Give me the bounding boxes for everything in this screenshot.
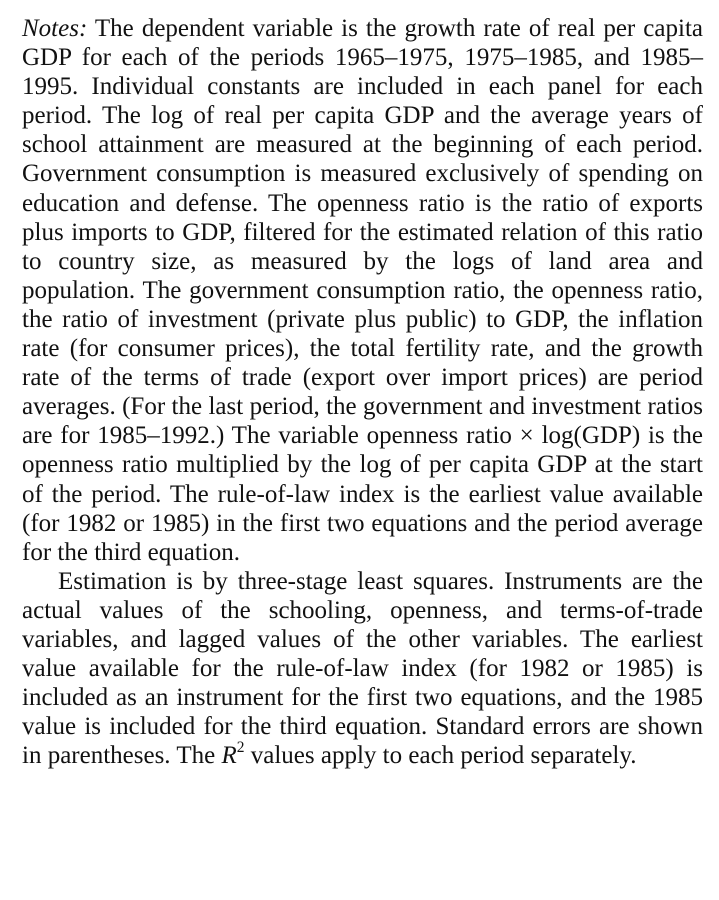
notes-lead: Notes: (22, 15, 88, 42)
notes-paragraph-1: Notes: The dependent variable is the gro… (22, 14, 703, 567)
notes-paragraph-2-text: Estimation is by three-stage least squar… (22, 567, 703, 770)
r-squared-symbol: R (221, 742, 237, 770)
r-squared-exponent: 2 (236, 739, 245, 757)
notes-paragraph-1-text: The dependent variable is the growth rat… (22, 15, 703, 566)
notes-paragraph-2-end: values apply to each period separately. (244, 742, 637, 770)
notes-paragraph-2: Estimation is by three-stage least squar… (22, 567, 703, 771)
